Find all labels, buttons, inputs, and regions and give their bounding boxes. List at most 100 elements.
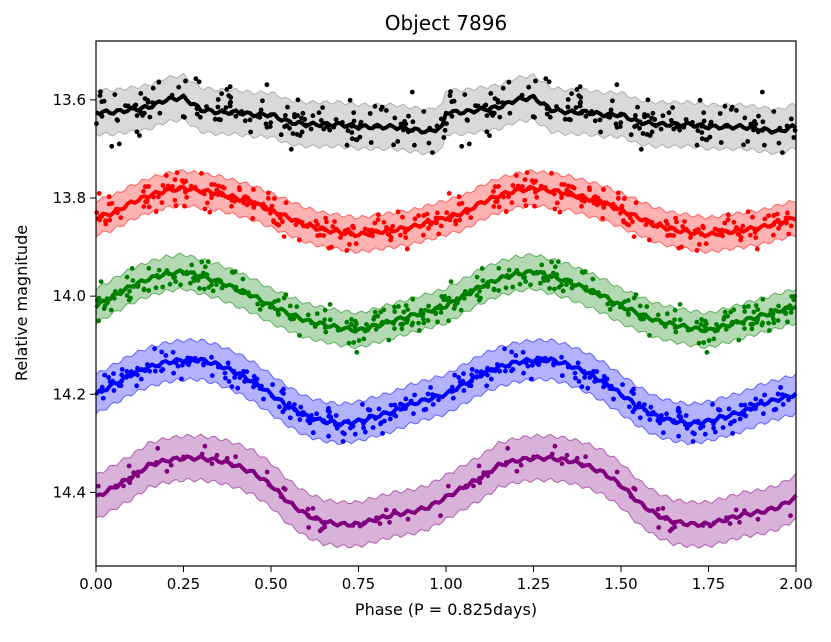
- data-point: [229, 203, 234, 209]
- data-point: [333, 413, 339, 418]
- data-point: [322, 307, 328, 313]
- data-point: [118, 215, 124, 221]
- data-point: [474, 293, 480, 298]
- data-point: [749, 326, 755, 332]
- data-point: [340, 439, 346, 444]
- data-point: [762, 216, 768, 222]
- data-point: [528, 282, 533, 288]
- data-point: [785, 319, 790, 325]
- y-axis-label: Relative magnitude: [12, 225, 31, 381]
- data-point: [771, 316, 776, 322]
- data-point: [775, 318, 781, 323]
- data-point: [228, 95, 234, 100]
- data-point: [577, 84, 583, 90]
- data-point: [607, 114, 613, 120]
- data-point: [314, 311, 320, 317]
- data-point: [692, 431, 697, 437]
- data-point: [349, 317, 354, 322]
- data-point: [403, 235, 409, 241]
- data-point: [631, 295, 637, 301]
- data-point: [633, 200, 639, 206]
- data-point: [741, 142, 746, 148]
- data-point: [638, 146, 644, 152]
- data-point: [735, 231, 741, 237]
- chart-title: Object 7896: [385, 11, 507, 35]
- data-point: [321, 233, 327, 238]
- data-point: [733, 507, 739, 513]
- data-point: [559, 282, 564, 288]
- data-point: [349, 136, 355, 142]
- data-point: [373, 326, 379, 332]
- data-point: [290, 131, 296, 136]
- data-point: [695, 128, 701, 134]
- data-point: [694, 248, 700, 253]
- data-point: [484, 383, 490, 389]
- data-point: [172, 177, 178, 183]
- data-point: [386, 337, 392, 343]
- data-point: [348, 425, 353, 431]
- data-point: [265, 195, 271, 201]
- data-point: [679, 244, 684, 250]
- data-point: [761, 411, 766, 416]
- data-point: [141, 189, 146, 194]
- data-point: [704, 349, 710, 355]
- data-point: [462, 92, 468, 97]
- data-point: [322, 317, 327, 323]
- data-point: [417, 328, 422, 333]
- data-point: [671, 233, 677, 238]
- data-point: [552, 286, 557, 292]
- data-point: [436, 231, 442, 237]
- data-point: [395, 209, 401, 215]
- data-point: [314, 411, 319, 417]
- data-point: [216, 183, 222, 189]
- data-point: [523, 203, 529, 209]
- data-point: [209, 195, 214, 201]
- data-point: [438, 513, 443, 519]
- data-point: [94, 210, 100, 216]
- data-point: [694, 319, 700, 325]
- data-point: [96, 191, 102, 196]
- data-point: [412, 216, 418, 222]
- data-point: [664, 411, 669, 417]
- data-point: [361, 336, 367, 342]
- data-point: [776, 140, 782, 146]
- data-point: [410, 119, 416, 125]
- data-point: [98, 89, 103, 95]
- data-point: [227, 84, 233, 90]
- data-point: [183, 78, 188, 84]
- data-point: [674, 219, 679, 225]
- data-point: [630, 219, 635, 225]
- data-point: [767, 328, 772, 333]
- data-point: [378, 107, 384, 112]
- data-point: [725, 313, 731, 319]
- data-point: [728, 107, 734, 112]
- data-point: [171, 370, 177, 376]
- data-point: [391, 142, 396, 148]
- data-point: [108, 307, 114, 313]
- data-point: [533, 78, 538, 84]
- data-point: [409, 89, 415, 95]
- data-point: [474, 369, 480, 374]
- data-point: [587, 375, 593, 380]
- data-point: [291, 316, 297, 322]
- data-point: [544, 111, 550, 117]
- data-point: [728, 421, 733, 427]
- data-point: [317, 528, 323, 534]
- x-tick-label: 1.00: [429, 575, 462, 593]
- data-point: [378, 421, 383, 427]
- data-point: [530, 362, 535, 368]
- data-point: [426, 140, 432, 146]
- data-point: [618, 210, 623, 216]
- data-point: [205, 259, 211, 264]
- data-point: [694, 142, 700, 148]
- data-point: [446, 191, 452, 196]
- data-point: [487, 133, 492, 139]
- data-point: [578, 95, 584, 100]
- data-point: [287, 303, 293, 309]
- data-point: [786, 231, 792, 237]
- x-tick-label: 2.00: [779, 575, 812, 593]
- data-point: [560, 288, 566, 294]
- data-point: [791, 135, 797, 140]
- data-point: [491, 110, 497, 116]
